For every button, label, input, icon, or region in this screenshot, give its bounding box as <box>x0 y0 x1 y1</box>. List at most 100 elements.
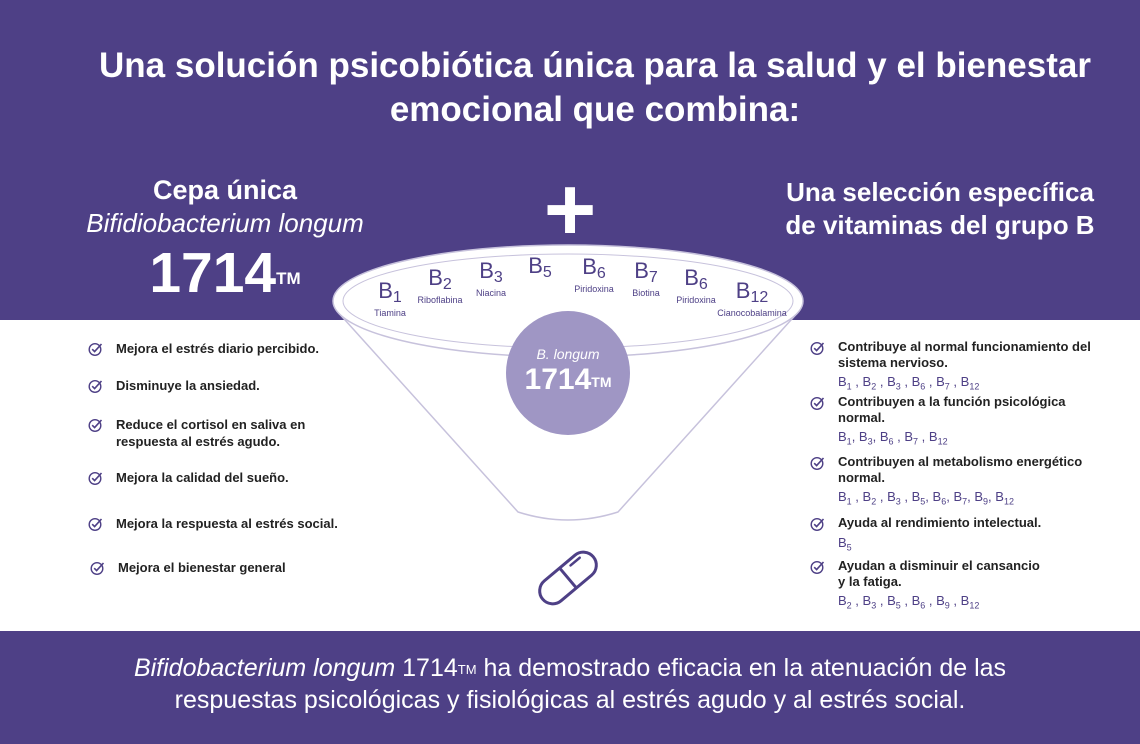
headline: Una solución psicobiótica única para la … <box>60 44 1130 132</box>
vitamins-heading: Una selección específica de vitaminas de… <box>760 176 1120 242</box>
claim-vitamin-number: 7 <box>944 381 950 392</box>
claim-item: Contribuyen al metabolismo energético no… <box>810 454 1110 510</box>
headline-line-2: emocional que combina: <box>389 90 801 129</box>
vitamin-b3: B3 Niacina <box>461 258 521 299</box>
claim-vitamin-letter: B <box>904 429 914 444</box>
claim-text: Ayuda al rendimiento intelectual. <box>838 515 1042 530</box>
footer-strain-name: Bifidobacterium longum <box>133 654 396 682</box>
claim-vitamin-letter: B <box>936 374 945 389</box>
footer-text-1: ha demostrado eficacia en la atenuación … <box>476 654 1007 682</box>
claim-vitamin-letter: B <box>838 429 847 444</box>
strain-number-value: 1714 <box>149 241 277 305</box>
claim-vitamin-number: 3 <box>895 381 901 392</box>
vitamin-b1: B1 Tiamina <box>360 278 420 319</box>
benefit-item: Mejora el bienestar general <box>90 559 286 576</box>
claim-text: Contribuyen a la función psicológica nor… <box>838 394 1066 425</box>
vitamins-heading-line-2: de vitaminas del grupo B <box>785 210 1095 240</box>
claim-vitamin-number: 1 <box>846 496 852 507</box>
vitamin-letter: B <box>479 258 494 283</box>
vitamin-b7: B7 Biotina <box>616 258 676 299</box>
vitamin-name: Piridoxina <box>574 284 614 294</box>
claim-vitamin-number: 3 <box>867 436 873 447</box>
vitamin-name: Biotina <box>632 288 660 298</box>
footer-strain-number: 1714 <box>395 654 458 682</box>
strain-heading: Cepa única Bifidiobacterium longum 1714T… <box>40 172 410 306</box>
claim-vitamin-letter: B <box>953 489 963 504</box>
core-number-value: 1714 <box>524 363 592 396</box>
claim-vitamin-letter: B <box>932 489 942 504</box>
claim-vitamin-letter: B <box>887 489 896 504</box>
claim-vitamin-letter: B <box>911 374 921 389</box>
claim-vitamins: B1 , B2 , B3 , B6 , B7 , B12 <box>838 374 980 392</box>
vitamins-heading-line-1: Una selección específica <box>786 177 1094 207</box>
strain-name: Bifidiobacterium longum <box>86 208 364 238</box>
core-strain-number: 1714TM <box>500 363 636 397</box>
claim-vitamin-letter: B <box>928 429 938 444</box>
claim-vitamin-number: 9 <box>983 496 989 507</box>
benefit-item: Mejora la calidad del sueño. <box>88 469 289 486</box>
vitamin-letter: B <box>684 265 699 290</box>
claim-vitamin-letter: B <box>936 593 945 608</box>
check-circle-icon <box>88 471 103 486</box>
vitamin-name: Niacina <box>475 288 506 298</box>
bottom-band <box>0 631 1140 744</box>
check-circle-icon <box>90 561 105 576</box>
vitamin-name: Riboflabina <box>417 295 463 305</box>
benefit-text: Mejora la calidad del sueño. <box>116 470 289 485</box>
footer-trademark: TM <box>457 662 477 677</box>
benefit-item: Mejora la respuesta al estrés social. <box>88 515 338 532</box>
vitamin-number: 12 <box>750 289 769 306</box>
claim-vitamin-letter: B <box>858 429 868 444</box>
claim-vitamin-letter: B <box>887 593 896 608</box>
vitamin-letter: B <box>634 258 649 283</box>
claim-vitamin-letter: B <box>862 593 872 608</box>
claim-text: Contribuye al normal funcionamiento del … <box>838 339 1091 370</box>
vitamin-b2: B2 Riboflabina <box>410 265 470 306</box>
claim-vitamin-number: 6 <box>920 381 926 392</box>
claim-text: Contribuyen al metabolismo energético no… <box>838 454 1083 485</box>
claim-text: Ayudan a disminuir el cansancio y la fat… <box>838 558 1040 589</box>
vitamin-letter: B <box>582 254 597 279</box>
claim-item: Contribuyen a la función psicológica nor… <box>810 394 1110 450</box>
check-circle-icon <box>810 517 825 532</box>
claim-vitamin-letter: B <box>838 593 847 608</box>
check-circle-icon <box>810 396 825 411</box>
claim-vitamin-number: 5 <box>895 600 901 611</box>
benefit-text: Reduce el cortisol en saliva en respuest… <box>116 417 306 449</box>
claim-vitamin-letter: B <box>995 489 1004 504</box>
claim-vitamin-number: 7 <box>913 436 919 447</box>
claim-vitamin-number: 2 <box>871 496 877 507</box>
benefit-text: Mejora la respuesta al estrés social. <box>116 516 338 531</box>
plus-sign: + <box>543 160 597 260</box>
claim-item: Contribuye al normal funcionamiento del … <box>810 339 1110 395</box>
footer-statement: Bifidobacterium longum 1714TM ha demostr… <box>40 652 1100 716</box>
claim-vitamin-letter: B <box>879 429 889 444</box>
core-circle <box>506 311 630 435</box>
claim-item: Ayudan a disminuir el cansancio y la fat… <box>810 558 1110 614</box>
claim-vitamin-letter: B <box>887 374 896 389</box>
claim-vitamin-number: 3 <box>895 496 901 507</box>
strain-number: 1714TM <box>40 240 410 306</box>
footer-line-2: respuestas psicológicas y fisiológicas a… <box>174 686 966 714</box>
check-circle-icon <box>810 560 825 575</box>
vitamin-number: 1 <box>392 289 402 306</box>
footer-line-1: Bifidobacterium longum 1714TM ha demostr… <box>40 652 1100 684</box>
vitamin-name: Tiamina <box>374 308 406 318</box>
claim-vitamin-letter: B <box>838 489 847 504</box>
vitamin-number: 5 <box>542 264 552 281</box>
vitamin-b5: B5 <box>510 253 570 282</box>
claim-vitamin-number: 1 <box>846 381 852 392</box>
vitamin-b6: B6 Piridoxina <box>564 254 624 295</box>
vitamin-letter: B <box>428 265 443 290</box>
benefit-text: Mejora el estrés diario percibido. <box>116 341 320 356</box>
benefit-item: Mejora el estrés diario percibido. <box>88 340 319 357</box>
claim-vitamin-letter: B <box>960 593 970 608</box>
claim-vitamin-letter: B <box>838 374 847 389</box>
vitamin-number: 6 <box>698 276 708 293</box>
claim-vitamin-letter: B <box>862 489 872 504</box>
claim-vitamin-letter: B <box>960 374 970 389</box>
vitamin-number: 2 <box>442 276 452 293</box>
vitamin-name: Cianocobalamina <box>717 308 787 318</box>
claim-vitamins: B2 , B3 , B5 , B6 , B9 , B12 <box>838 593 980 611</box>
